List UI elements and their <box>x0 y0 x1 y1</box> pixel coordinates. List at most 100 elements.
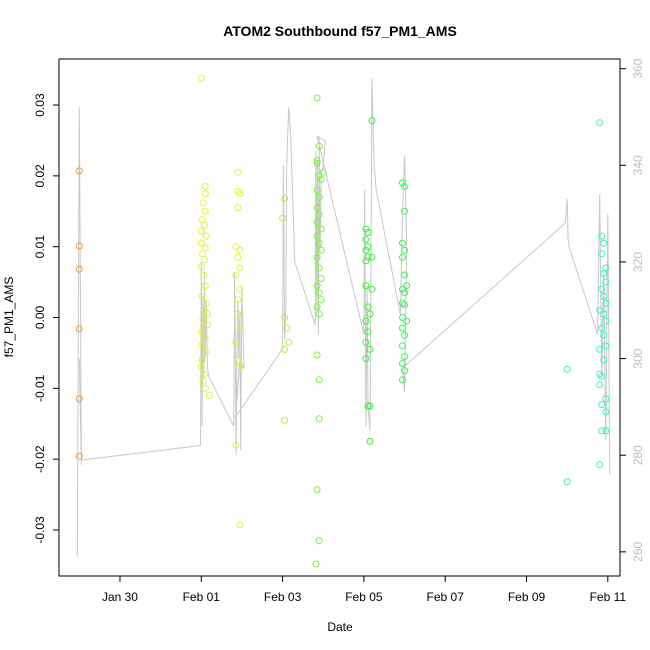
data-point <box>366 402 374 410</box>
data-point <box>202 299 210 307</box>
data-point <box>202 348 210 355</box>
data-point <box>313 282 321 290</box>
data-point <box>401 271 408 279</box>
data-point <box>236 324 244 332</box>
data-point <box>236 521 244 529</box>
data-point <box>596 119 604 127</box>
data-point <box>602 395 610 403</box>
data-point <box>563 365 571 373</box>
data-point <box>368 253 376 261</box>
data-point <box>313 218 321 226</box>
data-point <box>399 285 406 293</box>
data-point <box>281 345 289 353</box>
y-tick-label: -0.03 <box>33 516 47 544</box>
data-point <box>598 372 606 380</box>
x-tick-label: Feb 09 <box>508 590 546 604</box>
data-point <box>315 211 323 219</box>
data-point <box>313 486 321 494</box>
data-point <box>285 338 293 346</box>
data-point <box>364 402 372 410</box>
y-tick-label: 0.03 <box>33 93 47 117</box>
data-point <box>315 310 323 318</box>
y2-axis: 260 280 300 320 340 360 <box>620 58 645 562</box>
data-point <box>368 285 376 293</box>
data-point <box>236 246 244 254</box>
y-tick-label: 0.02 <box>33 164 47 188</box>
data-point <box>203 310 211 318</box>
data-point <box>315 289 323 297</box>
y2-tick-label: 260 <box>631 542 645 562</box>
data-point <box>602 342 610 350</box>
y-tick-label: -0.02 <box>33 445 47 473</box>
data-point <box>198 292 206 300</box>
data-point <box>401 207 408 215</box>
data-point <box>201 207 209 215</box>
data-point <box>401 353 408 360</box>
plot-frame <box>58 58 621 577</box>
data-point <box>236 363 244 371</box>
data-point <box>315 239 323 247</box>
data-point <box>75 395 83 403</box>
data-point <box>399 239 406 247</box>
data-point <box>198 216 206 224</box>
y-tick-label: 0.01 <box>33 235 47 259</box>
data-point <box>317 275 325 282</box>
data-point <box>563 478 571 486</box>
data-point <box>362 317 370 325</box>
data-point <box>598 401 606 409</box>
y2-tick-label: 360 <box>631 58 645 78</box>
data-point <box>596 381 604 389</box>
data-point <box>232 441 240 449</box>
data-point <box>281 314 289 321</box>
y-tick-label: -0.01 <box>33 374 47 402</box>
data-point <box>313 159 321 167</box>
secondary-series-line <box>76 78 611 557</box>
data-point <box>602 408 610 416</box>
data-point <box>281 416 289 424</box>
data-point <box>315 264 323 272</box>
data-point <box>201 282 209 290</box>
data-point <box>319 168 327 176</box>
data-point <box>198 356 206 364</box>
data-point <box>399 314 406 321</box>
data-point <box>366 437 374 445</box>
data-point <box>600 239 608 247</box>
data-point <box>362 225 370 233</box>
data-point <box>236 264 244 272</box>
data-point <box>317 296 325 304</box>
data-point <box>232 243 240 251</box>
x-axis: Jan 30 Feb 01 Feb 03 Feb 05 Feb 07 Feb 09 Feb … <box>102 576 626 604</box>
data-point <box>600 331 608 339</box>
data-point <box>234 187 242 195</box>
data-point <box>598 232 606 240</box>
data-point <box>234 356 242 364</box>
data-point <box>401 301 408 309</box>
data-point <box>313 156 321 164</box>
data-point <box>199 377 207 385</box>
data-point <box>203 321 211 329</box>
data-point <box>234 310 242 318</box>
chart-title: ATOM2 Southbound f57_PM1_AMS <box>223 23 457 39</box>
data-point <box>315 376 323 384</box>
x-axis-label: Date <box>327 620 353 634</box>
data-point <box>364 303 372 311</box>
data-point <box>75 167 83 175</box>
x-tick-label: Feb 07 <box>427 590 465 604</box>
data-point <box>602 278 610 286</box>
data-point <box>362 282 370 290</box>
data-point <box>596 306 604 314</box>
data-point <box>201 370 208 378</box>
data-point <box>197 342 205 350</box>
data-point <box>364 229 372 236</box>
data-point <box>368 117 376 125</box>
data-point <box>399 360 406 367</box>
x-tick-label: Feb 01 <box>183 590 221 604</box>
data-point <box>202 232 210 240</box>
data-point <box>403 282 411 290</box>
data-point <box>201 221 208 229</box>
data-point <box>279 214 287 222</box>
data-point <box>234 296 242 304</box>
data-point <box>313 186 321 194</box>
data-point <box>281 195 289 202</box>
data-point <box>234 253 242 261</box>
